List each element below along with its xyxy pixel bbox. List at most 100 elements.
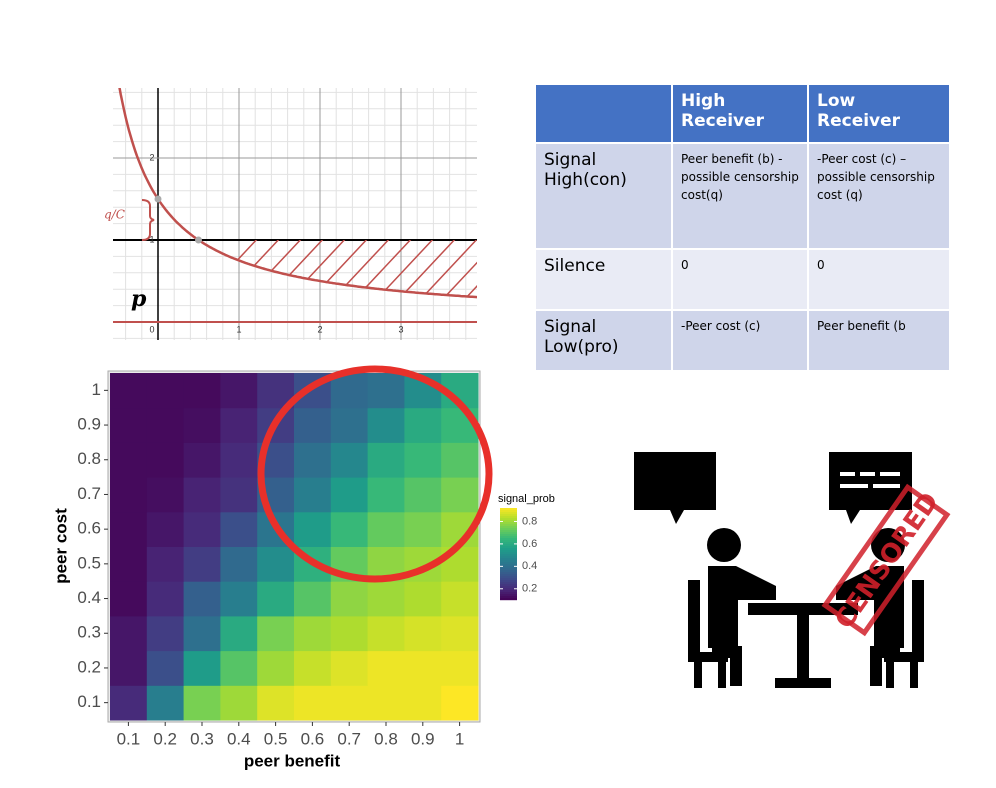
heat-cell — [404, 581, 442, 617]
y-tick-label: 0.1 — [77, 692, 101, 711]
speech-bubble-left — [634, 452, 716, 524]
colorbar-step — [500, 528, 517, 531]
y-tick-label: 0.5 — [77, 553, 101, 572]
colorbar-step — [500, 576, 517, 579]
heat-cell — [257, 581, 295, 617]
heat-cell — [110, 442, 148, 478]
heat-cell — [294, 685, 332, 721]
hatch-line — [463, 240, 477, 298]
heat-cell — [183, 685, 221, 721]
heat-cell — [220, 581, 258, 617]
colorbar-step — [500, 568, 517, 571]
heat-cell — [110, 373, 148, 409]
y-axis-title: peer cost — [51, 508, 70, 584]
curve — [118, 88, 477, 299]
heat-cell — [404, 442, 442, 478]
heat-cell — [441, 685, 479, 721]
colorbar-step — [500, 530, 517, 533]
heat-cell — [367, 442, 405, 478]
corner-cell — [534, 83, 673, 144]
heat-cell — [146, 477, 185, 513]
heat-cell — [330, 442, 369, 478]
colorbar-step — [500, 586, 517, 589]
heat-cell — [183, 407, 221, 443]
x-tick-label: 0.7 — [337, 729, 361, 748]
heat-cell — [294, 581, 332, 617]
heat-cell — [110, 407, 148, 443]
heat-cell — [220, 546, 258, 582]
heat-cell — [330, 615, 369, 652]
colorbar-step — [500, 580, 517, 583]
heat-cell — [183, 373, 221, 409]
point — [154, 195, 162, 203]
cell: 0 — [671, 248, 809, 311]
colorbar-step — [500, 550, 517, 553]
colorbar-step — [500, 508, 517, 511]
hatch-line — [397, 240, 459, 298]
colorbar-step — [500, 554, 517, 557]
heat-cell — [183, 511, 221, 547]
colorbar-step — [500, 596, 517, 599]
row-label: Signal Low(pro) — [534, 309, 673, 372]
heatmap-chart: 0.1 0.2 0.3 0.4 0.5 0.6 0.7 0.8 0.9 1 0.1 0.2 0.3 0.4… — [51, 370, 555, 770]
x-tick-label: 0.3 — [190, 729, 214, 748]
hatch-line — [441, 240, 477, 298]
colorbar-step — [500, 544, 517, 547]
heat-cell — [146, 442, 185, 478]
heat-cell — [294, 511, 332, 547]
heat-cell — [220, 373, 258, 409]
heat-cell — [294, 407, 332, 443]
heat-cell — [146, 650, 185, 686]
heat-cell — [220, 685, 258, 721]
x-tick-label: 0.1 — [117, 729, 141, 748]
bubble-dashes — [840, 472, 900, 488]
heat-cell — [110, 685, 148, 721]
heat-cell — [110, 615, 148, 652]
heat-cell — [257, 615, 295, 652]
heat-cell — [110, 581, 148, 617]
heat-cell — [220, 615, 258, 652]
colorbar-step — [500, 532, 517, 535]
heat-cell — [110, 511, 148, 547]
heat-cell — [367, 373, 405, 409]
colorbar-step — [500, 592, 517, 595]
x-tick-label: 0.8 — [374, 729, 398, 748]
heat-cell — [441, 477, 479, 513]
heat-cell — [404, 477, 442, 513]
colorbar-step — [500, 578, 517, 581]
colorbar-step — [500, 556, 517, 559]
y-tick-label: 1 — [92, 380, 101, 399]
heat-cell — [404, 650, 442, 686]
heat-cell — [441, 650, 479, 686]
sketch-x-tick-label: 1 — [236, 324, 241, 334]
heat-cell — [294, 615, 332, 652]
col-header: Low Receiver — [807, 83, 951, 144]
colorbar-step — [500, 534, 517, 537]
heat-cell — [330, 650, 369, 686]
colorbar-step — [500, 598, 517, 601]
heat-cell — [367, 477, 405, 513]
colorbar-step — [500, 514, 517, 517]
sketch-y-label: p — [131, 286, 147, 312]
heat-cell — [183, 442, 221, 478]
colorbar-step — [500, 570, 517, 573]
colorbar-step — [500, 538, 517, 541]
highlight-circle — [257, 365, 493, 583]
colorbar-step — [500, 552, 517, 555]
sketch-labels: 0 1 2 3 1 2 q/C p r — [104, 152, 404, 340]
speech-bubble-right — [829, 452, 912, 524]
heat-cell — [146, 581, 185, 617]
heat-cell — [220, 511, 258, 547]
heat-cell — [404, 685, 442, 721]
colorbar-step — [500, 594, 517, 597]
heat-cell — [367, 407, 405, 443]
hatch-line — [419, 240, 477, 298]
bracket — [141, 199, 155, 241]
heat-cell — [146, 615, 185, 652]
colorbar-step — [500, 536, 517, 539]
sketch-x-tick-label: 2 — [317, 324, 322, 334]
sketch-y-tick-label: 2 — [149, 152, 154, 162]
heat-cell — [183, 615, 221, 652]
colorbar-step — [500, 540, 517, 543]
